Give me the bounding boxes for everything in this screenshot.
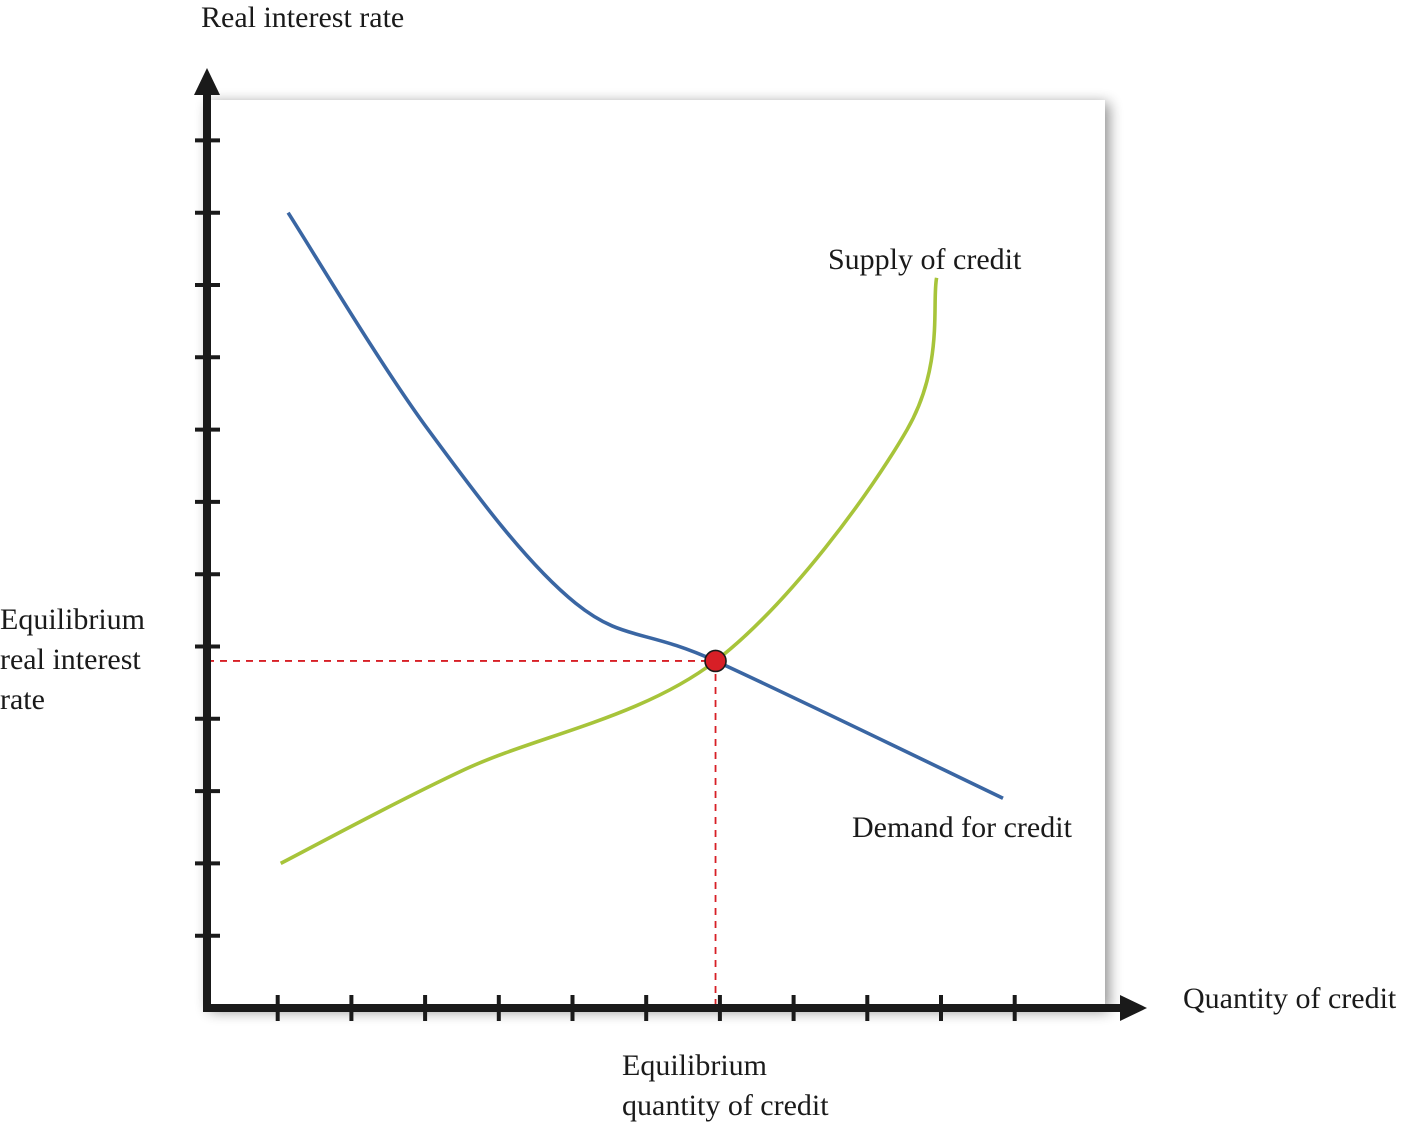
equilibrium-quantity-label-line-1: Equilibrium bbox=[622, 1049, 767, 1082]
demand-curve bbox=[286, 211, 1004, 800]
series-label-supply: Supply of credit bbox=[828, 243, 1022, 276]
equilibrium-rate-label-line-3: rate bbox=[0, 683, 45, 716]
equilibrium-rate-label: Equilibrium real interest rate bbox=[0, 600, 145, 720]
plot-area bbox=[205, 100, 1105, 1008]
x-axis-label: Quantity of credit bbox=[1183, 982, 1397, 1015]
x-axis-arrow bbox=[1120, 995, 1147, 1021]
y-axis-arrow bbox=[194, 68, 220, 95]
y-axis-label: Real interest rate bbox=[201, 1, 405, 34]
equilibrium-quantity-label-line-2: quantity of credit bbox=[622, 1089, 829, 1122]
equilibrium-point bbox=[704, 649, 727, 673]
equilibrium-quantity-label: Equilibrium quantity of credit bbox=[622, 1046, 829, 1126]
equilibrium-rate-label-line-1: Equilibrium bbox=[0, 603, 145, 636]
series-label-demand: Demand for credit bbox=[852, 811, 1072, 844]
equilibrium-rate-label-line-2: real interest bbox=[0, 643, 141, 676]
